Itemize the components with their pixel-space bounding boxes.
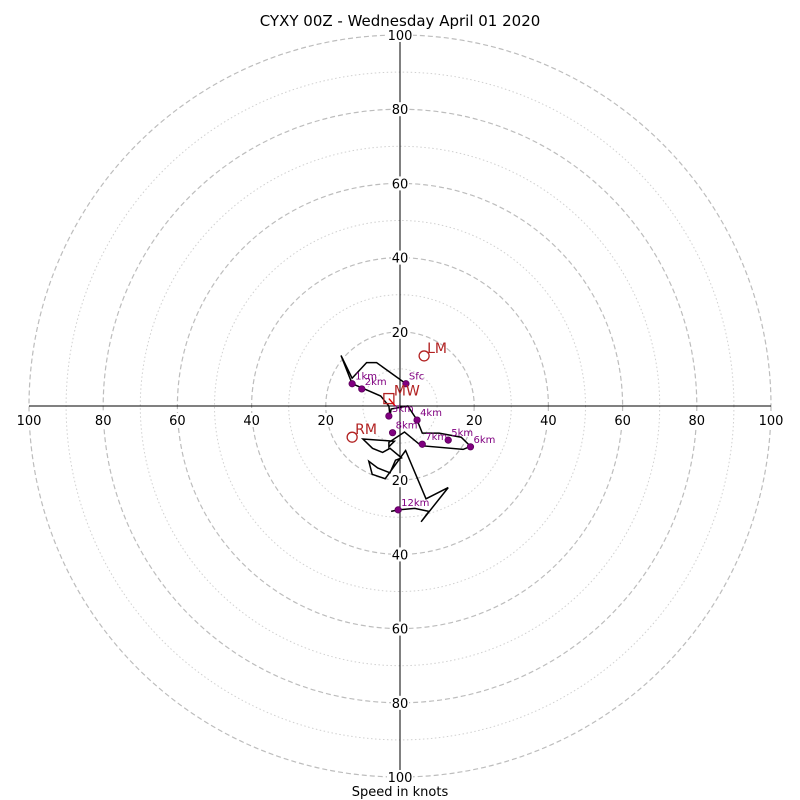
x-tick-label: 60 [169,414,186,429]
height-point-8km [388,429,397,437]
y-tick-bg [387,770,413,784]
mean-wind-arrow [388,398,396,407]
y-tick-bg [391,473,409,488]
chart-title: CYXY 00Z - Wednesday April 01 2020 [260,12,541,30]
height-label-6km: 6km [473,435,495,446]
y-tick-bg [391,621,409,636]
x-tick-label: 40 [540,414,557,429]
height-label-12km: 12km [401,498,429,509]
x-tick-bg [168,413,187,427]
y-tick-label: 60 [392,177,409,192]
x-tick-bg [687,413,706,427]
y-tick-label: 20 [392,474,409,489]
y-tick-label: 40 [392,548,409,563]
x-tick-label: 20 [318,414,335,429]
y-tick-bg [391,176,409,191]
height-label-7km: 7km [425,432,447,443]
y-tick-label: 20 [392,326,409,341]
height-point-7km [418,440,426,448]
y-tick-bg [391,695,409,710]
x-tick-label: 80 [95,414,112,429]
height-label-5km: 5km [451,428,473,439]
hodograph-line [340,355,472,523]
x-tick-label: 60 [614,414,631,429]
storm-marker-MW [383,392,395,405]
storm-label-MW: MW [394,384,420,400]
y-tick-label: 40 [392,252,409,267]
tick-labels: 100 80 60 40 20 20 40 60 80 100 100 80 60 40 20 20 40 60 8… [16,28,784,786]
height-label-8km: 8km [396,421,418,432]
height-point-6km [466,443,475,451]
y-tick-label: 80 [392,103,409,118]
y-tick-bg [391,547,409,562]
storm-marker-LM [418,350,430,362]
x-tick-bg [539,413,558,427]
x-tick-bg [465,413,484,427]
height-point-5km [444,436,452,444]
y-tick-bg [391,324,409,339]
x-tick-bg [94,413,113,427]
height-label-Sfc: Sfc [409,372,424,383]
height-point-3km [385,412,393,420]
y-tick-bg [391,102,409,117]
height-point-1km [348,380,356,388]
x-tick-label: 40 [243,414,260,429]
height-label-3km: 3km [392,404,414,415]
x-tick-label: 80 [689,414,706,429]
height-label-1km: 1km [355,372,377,383]
y-tick-label: 100 [388,771,413,786]
height-point-4km [413,416,421,424]
storm-label-LM: LM [427,341,447,357]
storm-marker-RM [346,431,358,443]
storm-motions: LM RM MW [346,341,447,443]
height-point-Sfc [402,380,410,388]
height-label-2km: 2km [365,377,387,388]
x-tick-label: 20 [466,414,483,429]
axes [29,35,771,777]
x-tick-bg [242,413,261,427]
y-tick-bg [391,250,409,265]
height-point-2km [358,385,366,393]
x-tick-label: 100 [17,414,42,429]
x-tick-label: 100 [759,414,784,429]
x-tick-bg [16,413,42,427]
x-axis-label: Speed in knots [352,785,449,800]
hodograph-trace-group [340,355,472,523]
height-point-12km [394,506,402,514]
storm-label-RM: RM [355,422,377,438]
y-tick-bg [387,28,413,42]
x-tick-bg [613,413,632,427]
y-tick-label: 60 [392,623,409,638]
x-tick-bg [316,413,335,427]
y-tick-label: 100 [388,29,413,44]
y-tick-label: 80 [392,697,409,712]
x-tick-bg [758,413,784,427]
height-label-4km: 4km [420,408,442,419]
